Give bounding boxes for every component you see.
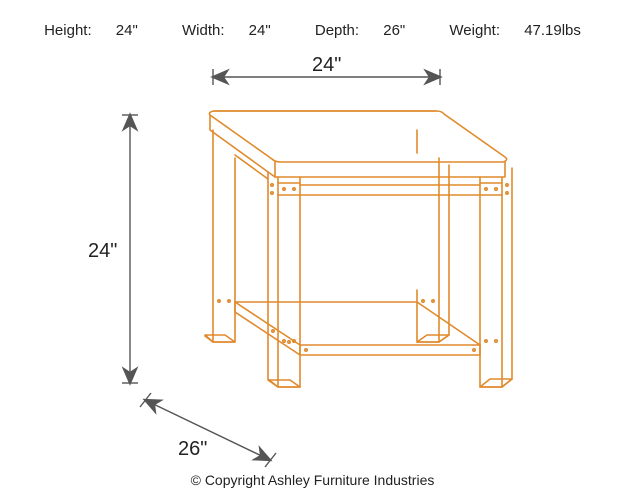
diagram-container: Height: 24" Width: 24" Depth: 26" Weight… xyxy=(0,0,625,500)
dimension-depth xyxy=(140,393,276,467)
spec-weight-label: Weight: xyxy=(449,22,500,39)
spec-width-value: 24" xyxy=(249,22,271,39)
spec-height-label: Height: xyxy=(44,22,92,39)
spec-height-value: 24" xyxy=(116,22,138,39)
spec-width: Width: 24" xyxy=(172,22,285,39)
spec-width-label: Width: xyxy=(182,22,225,39)
dimension-width-label: 24" xyxy=(312,54,341,76)
table-line-art xyxy=(205,111,512,387)
spec-depth: Depth: 26" xyxy=(305,22,420,39)
dimension-height-label: 24" xyxy=(88,240,117,262)
dimension-height xyxy=(122,115,138,383)
spec-depth-value: 26" xyxy=(383,22,405,39)
copyright-text: © Copyright Ashley Furniture Industries xyxy=(0,472,625,488)
table-drawing: 24" 24" 26" xyxy=(0,45,625,475)
spec-depth-label: Depth: xyxy=(315,22,359,39)
spec-weight: Weight: 47.19lbs xyxy=(439,22,590,39)
dimension-depth-label: 26" xyxy=(178,438,207,460)
spec-line: Height: 24" Width: 24" Depth: 26" Weight… xyxy=(0,22,625,39)
spec-height: Height: 24" xyxy=(34,22,152,39)
spec-weight-value: 47.19lbs xyxy=(524,22,581,39)
